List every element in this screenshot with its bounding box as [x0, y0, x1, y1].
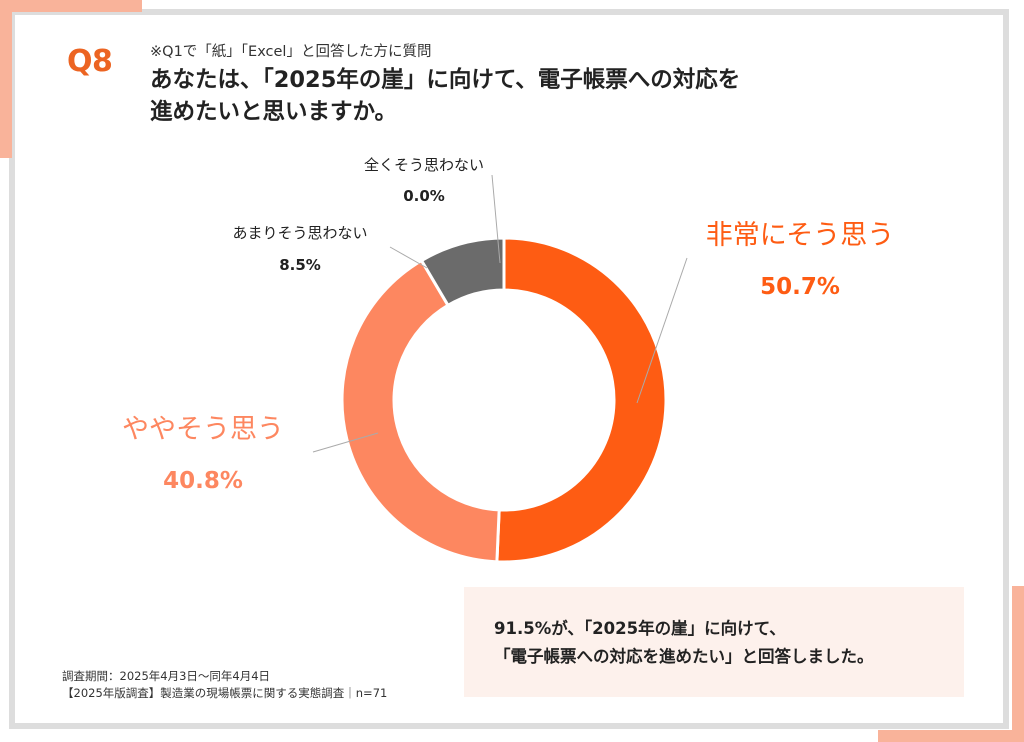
survey-period: 調査期間：2025年4月3日〜同年4月4日	[62, 669, 271, 683]
frame-accent-right	[1012, 586, 1024, 742]
slice-value-label: 8.5%	[279, 256, 321, 274]
survey-footer: 調査期間：2025年4月3日〜同年4月4日 【2025年版調査】製造業の現場帳票…	[62, 668, 387, 702]
leader-line	[312, 432, 379, 453]
question-note: ※Q1で「紙」「Excel」と回答した方に質問	[150, 44, 432, 60]
frame-accent-top	[0, 0, 142, 12]
frame-accent-left	[0, 0, 12, 158]
leader-line	[636, 257, 688, 404]
question-number: Q8	[67, 44, 113, 79]
slice-label: あまりそう思わない	[232, 224, 367, 242]
donut-slice	[340, 258, 501, 564]
donut-slice	[419, 236, 506, 308]
frame-accent-bottom	[878, 730, 1024, 742]
summary-text: 91.5%が、「2025年の崖」に向けて、 「電子帳票への対応を進めたい」と回答…	[494, 615, 874, 671]
summary-line2: 「電子帳票への対応を進めたい」と回答しました。	[494, 647, 874, 666]
slice-value-label: 0.0%	[403, 187, 445, 205]
donut-slice	[495, 236, 668, 564]
survey-source: 【2025年版調査】製造業の現場帳票に関する実態調査｜n=71	[62, 686, 388, 700]
slice-value-label: 50.7%	[760, 274, 840, 300]
slice-label: 非常にそう思う	[706, 220, 894, 251]
slice-label: 全くそう思わない	[364, 156, 484, 174]
frame-border	[9, 9, 1009, 729]
slice-label: ややそう思う	[122, 414, 284, 445]
leader-line	[389, 246, 428, 269]
summary-line1: 91.5%が、「2025年の崖」に向けて、	[494, 619, 786, 638]
question-title-line1: あなたは、「2025年の崖」に向けて、電子帳票への対応を	[150, 67, 741, 93]
question-title: あなたは、「2025年の崖」に向けて、電子帳票への対応を 進めたいと思いますか。	[150, 64, 740, 128]
slice-value-label: 40.8%	[163, 468, 243, 494]
leader-line	[491, 174, 501, 264]
summary-callout: 91.5%が、「2025年の崖」に向けて、 「電子帳票への対応を進めたい」と回答…	[464, 587, 964, 697]
question-title-line2: 進めたいと思いますか。	[150, 99, 398, 125]
